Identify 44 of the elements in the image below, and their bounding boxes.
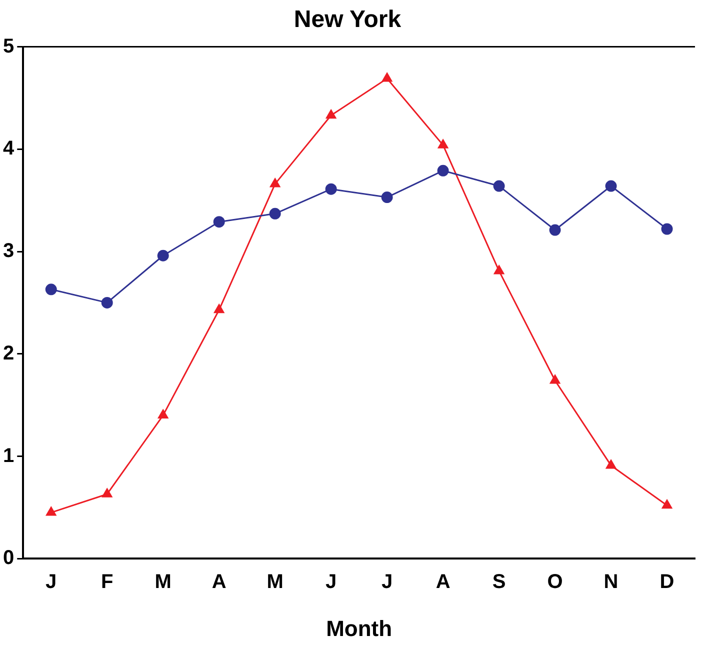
x-tick-label: A bbox=[436, 571, 450, 594]
point bbox=[270, 178, 280, 188]
point bbox=[213, 216, 225, 228]
point bbox=[606, 460, 616, 469]
x-tick-label: J bbox=[46, 571, 57, 594]
point bbox=[438, 139, 448, 148]
y-tick-label: 0 bbox=[3, 547, 14, 570]
point bbox=[45, 284, 57, 296]
x-tick-label: J bbox=[381, 571, 393, 594]
y-tick-label: 4 bbox=[3, 138, 15, 160]
point bbox=[382, 72, 392, 82]
point bbox=[550, 374, 560, 384]
x-tick-label: D bbox=[660, 571, 674, 594]
x-tick-label: O bbox=[547, 571, 563, 594]
x-axis-title: Month bbox=[326, 616, 392, 641]
y-tick-label: 5 bbox=[3, 35, 14, 58]
x-tick-label: M bbox=[154, 571, 172, 594]
point bbox=[214, 304, 224, 314]
point bbox=[494, 265, 504, 274]
point bbox=[157, 250, 169, 262]
point bbox=[46, 506, 56, 516]
point bbox=[101, 296, 113, 308]
point bbox=[326, 110, 336, 119]
x-tick-label: S bbox=[492, 571, 506, 594]
chart-title: New York bbox=[294, 6, 402, 34]
y-tick-label: 1 bbox=[3, 444, 14, 467]
point bbox=[662, 500, 672, 509]
point bbox=[158, 410, 168, 419]
point bbox=[605, 180, 617, 192]
point bbox=[102, 488, 112, 498]
y-tick-label: 3 bbox=[3, 240, 14, 262]
point bbox=[269, 208, 281, 220]
point bbox=[381, 192, 393, 204]
y-tick-label: 2 bbox=[3, 342, 14, 364]
point bbox=[661, 223, 673, 235]
point bbox=[437, 164, 449, 176]
x-tick-label: F bbox=[101, 571, 114, 594]
point bbox=[325, 183, 337, 195]
x-tick-label: M bbox=[266, 571, 284, 594]
x-tick-label: N bbox=[604, 571, 618, 594]
point bbox=[493, 180, 505, 192]
x-tick-label: A bbox=[212, 571, 226, 594]
x-tick-label: J bbox=[326, 571, 337, 594]
point bbox=[549, 224, 561, 236]
